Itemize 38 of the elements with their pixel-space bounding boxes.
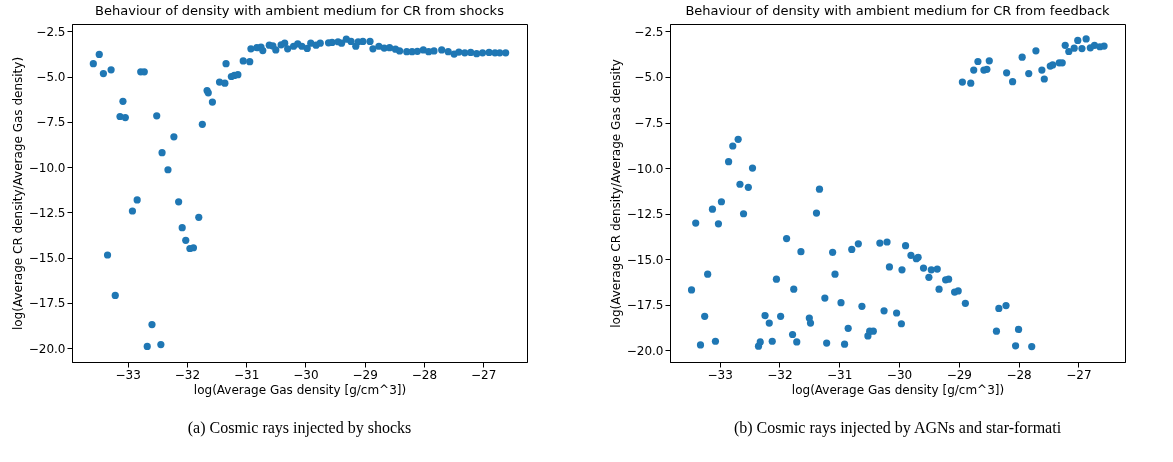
- y-axis-title: log(Average CR density/Average Gas density): [10, 56, 25, 331]
- y-tick-label: −17.5: [28, 296, 66, 311]
- text: (b) Cosmic rays injected by AGNs and star-formati: [733, 419, 1062, 437]
- y-tick-label: −20.0: [626, 343, 664, 358]
- x-tick-label: −29: [352, 367, 378, 382]
- x-tick-label: −29: [946, 367, 972, 382]
- x-tick-label: −30: [886, 367, 913, 382]
- x-tick-label: −30: [293, 367, 319, 382]
- y-tick-label: −10.0: [28, 160, 66, 175]
- x-axis-title: log(Average Gas density [g/cm^3]): [193, 382, 407, 397]
- y-tick-label: −10.0: [626, 161, 664, 176]
- text: (a) Cosmic rays injected by shocks: [187, 419, 412, 437]
- x-tick-label: −33: [115, 367, 141, 382]
- y-tick-label: −12.5: [626, 207, 664, 222]
- y-tick-label: −15.0: [28, 251, 66, 266]
- x-tick-label: −27: [470, 367, 497, 382]
- y-axis-title: log(Average CR density/Average Gas density: [608, 59, 623, 328]
- y-tick-label: −5.0: [634, 70, 664, 85]
- chart-title: Behaviour of density with ambient medium for CR from feedback: [685, 3, 1111, 18]
- y-tick-label: −7.5: [634, 116, 664, 131]
- y-tick-label: −7.5: [36, 115, 66, 130]
- x-tick-label: −27: [1066, 367, 1092, 382]
- x-axis-title: log(Average Gas density [g/cm^3]): [791, 382, 1005, 397]
- x-tick-label: −28: [1006, 367, 1032, 382]
- y-tick-label: −20.0: [28, 341, 66, 356]
- y-tick-label: −5.0: [36, 70, 66, 85]
- chart-title: Behaviour of density with ambient medium for CR from shocks: [95, 3, 505, 18]
- x-tick-label: −32: [174, 367, 201, 382]
- y-tick-label: −2.5: [634, 24, 664, 39]
- x-tick-label: −31: [234, 367, 260, 382]
- y-tick-label: −2.5: [36, 24, 66, 39]
- y-tick-label: −12.5: [28, 205, 66, 220]
- x-tick-label: −31: [827, 367, 853, 382]
- x-tick-label: −33: [707, 367, 733, 382]
- y-tick-label: −15.0: [626, 252, 664, 267]
- x-tick-label: −28: [411, 367, 438, 382]
- y-tick-label: −17.5: [626, 298, 664, 313]
- x-tick-label: −32: [767, 367, 793, 382]
